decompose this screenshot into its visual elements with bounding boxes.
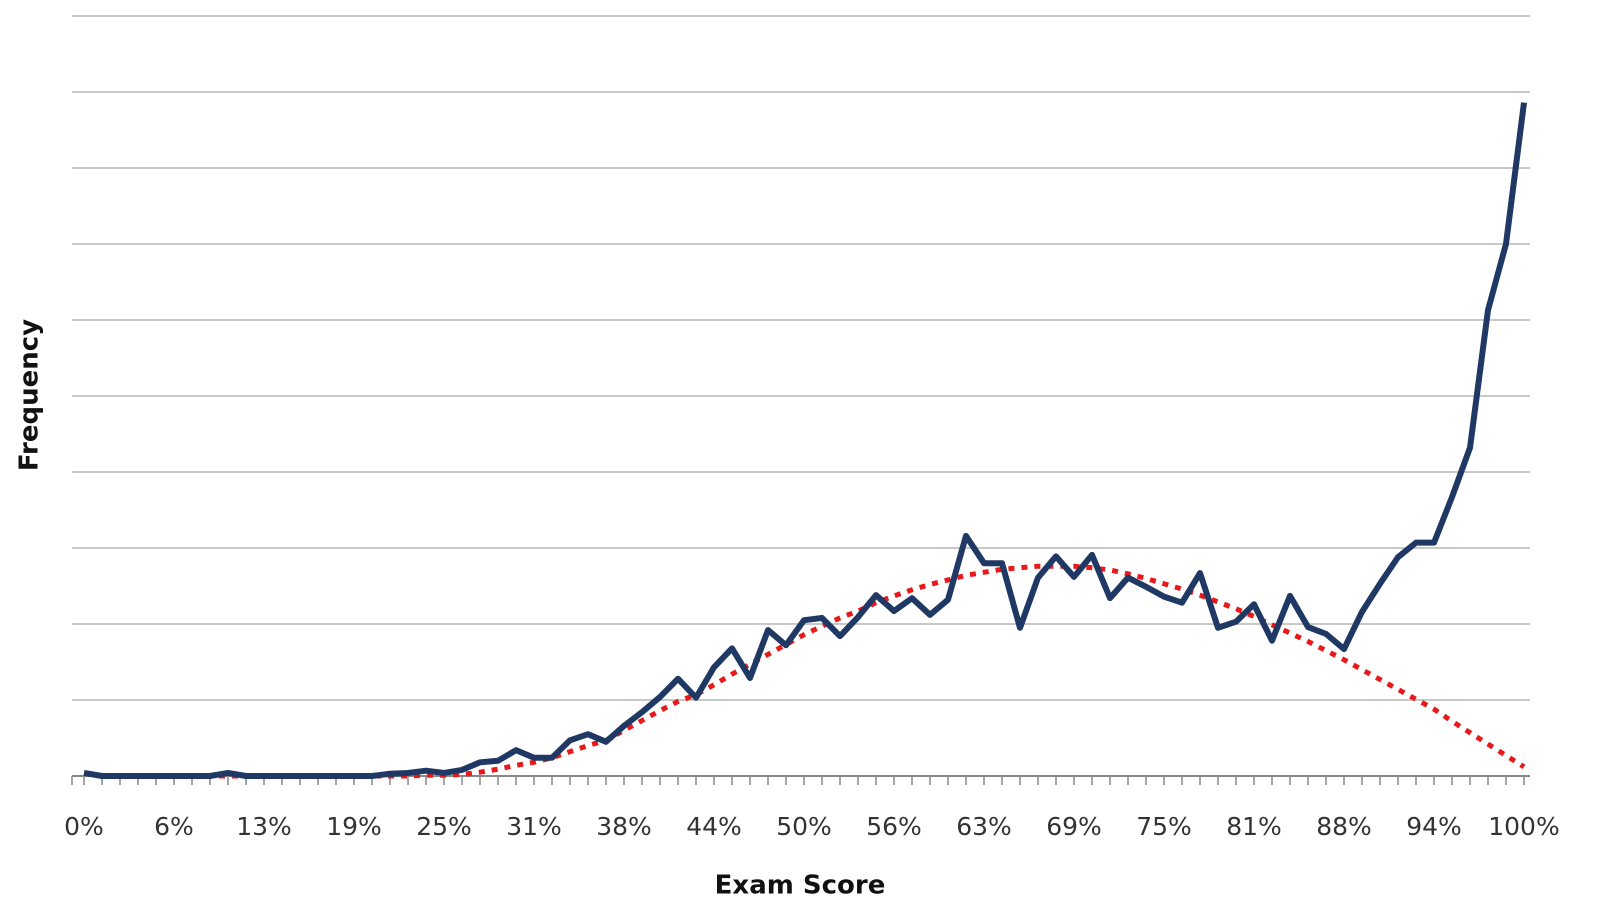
x-tick-label: 19% <box>326 812 382 841</box>
x-tick-label: 100% <box>1488 812 1559 841</box>
x-tick-label: 56% <box>866 812 922 841</box>
x-tick-label: 13% <box>236 812 292 841</box>
x-tick-label: 75% <box>1136 812 1192 841</box>
x-tick-label: 31% <box>506 812 562 841</box>
line-series <box>102 563 1526 779</box>
x-tick-label: 69% <box>1046 812 1102 841</box>
x-tick-label: 0% <box>64 812 104 841</box>
x-tick-label: 81% <box>1226 812 1282 841</box>
x-tick-label: 38% <box>596 812 652 841</box>
y-axis-title: Frequency <box>15 319 45 471</box>
x-tick-label: 94% <box>1406 812 1462 841</box>
x-tick-label: 6% <box>154 812 194 841</box>
x-axis-title: Exam Score <box>715 871 886 901</box>
x-tick-label: 88% <box>1316 812 1372 841</box>
x-tick-label: 25% <box>416 812 472 841</box>
x-tick-label: 63% <box>956 812 1012 841</box>
x-tick-label: 50% <box>776 812 832 841</box>
x-tick-label: 44% <box>686 812 742 841</box>
line-series <box>83 102 1527 779</box>
